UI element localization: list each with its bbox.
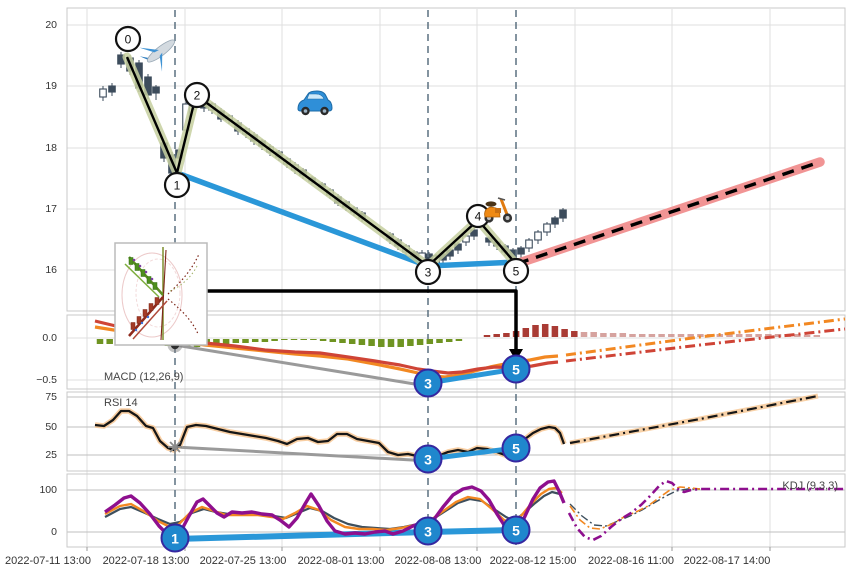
scooter-icon xyxy=(484,197,513,223)
price-ytick-labels: 20 19 18 17 16 xyxy=(45,19,57,276)
svg-text:3: 3 xyxy=(424,376,432,392)
rsi-panel-border xyxy=(66,391,846,472)
rsi-start-star xyxy=(168,440,182,454)
svg-text:0: 0 xyxy=(51,526,57,538)
kdj-marker-1: 1 xyxy=(160,523,190,553)
rsi-trend-gray-line xyxy=(174,445,431,463)
svg-text:0: 0 xyxy=(125,33,132,47)
price-panel-border xyxy=(66,7,846,312)
wave-marker-1: 1 xyxy=(163,171,191,199)
svg-text:20: 20 xyxy=(45,19,57,31)
kdj-marker-3: 3 xyxy=(413,516,443,546)
x-tick-labels: 2022-07-11 13:00 2022-07-18 13:00 2022-07-… xyxy=(5,555,770,567)
kdj-j-forecast xyxy=(567,479,845,542)
svg-text:2022-07-11 13:00: 2022-07-11 13:00 xyxy=(5,555,91,567)
macd-panel-label: MACD (12,26,9) xyxy=(104,371,183,383)
rsi-forecast xyxy=(569,394,819,445)
svg-text:2022-07-18 13:00: 2022-07-18 13:00 xyxy=(103,555,190,567)
kdj-panel-label: KDJ (9,3,3) xyxy=(782,480,838,492)
svg-text:2022-08-12 15:00: 2022-08-12 15:00 xyxy=(490,555,577,567)
rsi-ytick-labels: 75 50 25 xyxy=(45,391,57,461)
svg-text:50: 50 xyxy=(45,421,57,433)
macd-marker-5: 5 xyxy=(501,354,531,384)
svg-text:5: 5 xyxy=(512,362,520,378)
rsi-panel-label: RSI 14 xyxy=(104,397,138,409)
x-axis-ticks xyxy=(86,547,771,551)
forecast-line xyxy=(516,160,820,266)
wave-marker-5: 5 xyxy=(502,257,530,285)
macd-trend-gray-line xyxy=(174,343,434,389)
svg-text:2: 2 xyxy=(194,89,201,103)
svg-text:2022-08-16 11:00: 2022-08-16 11:00 xyxy=(588,555,674,567)
macd-histogram-positive xyxy=(483,324,578,337)
rsi-marker-3: 3 xyxy=(413,444,443,474)
svg-text:75: 75 xyxy=(45,391,57,403)
macd-signal-forecast xyxy=(565,317,846,357)
svg-text:2022-08-08 13:00: 2022-08-08 13:00 xyxy=(395,555,482,567)
svg-text:0.0: 0.0 xyxy=(42,332,57,344)
kdj-ytick-labels: 100 0 xyxy=(39,484,57,538)
svg-text:3: 3 xyxy=(425,266,432,280)
svg-text:3: 3 xyxy=(424,524,432,540)
svg-text:2022-08-01 13:00: 2022-08-01 13:00 xyxy=(298,555,385,567)
kdj-k-forecast xyxy=(569,488,700,527)
rsi-marker-5: 5 xyxy=(501,433,531,463)
svg-text:16: 16 xyxy=(45,264,57,276)
svg-text:5: 5 xyxy=(512,523,520,539)
macd-panel-border xyxy=(66,314,846,390)
wave-marker-0: 0 xyxy=(114,25,142,53)
svg-text:2022-07-25 13:00: 2022-07-25 13:00 xyxy=(200,555,287,567)
event-dashed-lines xyxy=(174,10,517,547)
svg-text:1: 1 xyxy=(171,531,179,547)
macd-ytick-labels: 0.0 −0.5 xyxy=(36,332,57,386)
svg-text:−0.5: −0.5 xyxy=(36,374,57,386)
pattern-inset-thumbnail xyxy=(114,242,208,346)
macd-support-blue xyxy=(425,366,519,386)
macd-line-forecast xyxy=(565,327,846,363)
kdj-panel-border xyxy=(66,473,846,548)
svg-text:1: 1 xyxy=(174,179,181,193)
svg-text:3: 3 xyxy=(424,452,432,468)
wave-line xyxy=(125,56,517,268)
svg-text:4: 4 xyxy=(475,210,482,224)
price-support-blue xyxy=(174,170,519,269)
airplane-icon xyxy=(139,39,176,72)
callout-line xyxy=(207,289,518,350)
macd-marker-3: 3 xyxy=(413,368,443,398)
kdj-k-line xyxy=(104,490,561,531)
kdj-marker-5: 5 xyxy=(501,515,531,545)
svg-text:17: 17 xyxy=(45,203,57,215)
svg-text:2022-08-17 14:00: 2022-08-17 14:00 xyxy=(684,555,771,567)
wave-marker-3: 3 xyxy=(414,258,442,286)
car-icon xyxy=(297,90,333,116)
svg-text:18: 18 xyxy=(45,142,57,154)
rsi-support-blue xyxy=(425,445,519,462)
svg-text:19: 19 xyxy=(45,80,57,92)
svg-text:5: 5 xyxy=(513,265,520,279)
svg-text:5: 5 xyxy=(512,441,520,457)
svg-text:25: 25 xyxy=(45,449,57,461)
wave-marker-2: 2 xyxy=(183,81,211,109)
svg-text:100: 100 xyxy=(39,484,57,496)
kdj-j-line xyxy=(104,479,566,539)
kdj-d-forecast xyxy=(569,486,701,530)
